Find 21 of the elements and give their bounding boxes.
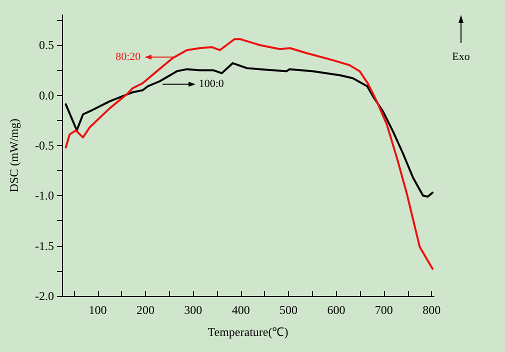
y-tick-label: -1.5 bbox=[35, 238, 54, 253]
x-tick-label: 100 bbox=[88, 303, 107, 317]
legend-label: 100:0 bbox=[198, 78, 224, 90]
x-tick-label: 200 bbox=[136, 303, 154, 317]
line-series bbox=[64, 62, 434, 198]
y-tick-label: 0.0 bbox=[39, 88, 54, 102]
y-axis-title: DSC (mW/mg) bbox=[7, 118, 21, 192]
y-tick-label: -0.5 bbox=[35, 138, 54, 152]
x-tick-label: 400 bbox=[232, 303, 250, 317]
x-tick-label: 500 bbox=[280, 303, 298, 317]
y-tick-label: -1.0 bbox=[35, 188, 54, 203]
y-tick-label: -2.0 bbox=[35, 289, 54, 303]
x-tick-label: 700 bbox=[374, 303, 393, 317]
x-tick-label: 600 bbox=[327, 303, 346, 317]
line-series bbox=[64, 38, 434, 270]
y-tick-label: 0.5 bbox=[39, 38, 54, 52]
x-tick-label: 300 bbox=[184, 303, 202, 317]
x-tick-label: 800 bbox=[422, 303, 441, 317]
x-axis-title: Temperature(℃) bbox=[208, 325, 288, 339]
text: Exo bbox=[452, 51, 470, 63]
series-label: 80:20 bbox=[116, 51, 142, 64]
